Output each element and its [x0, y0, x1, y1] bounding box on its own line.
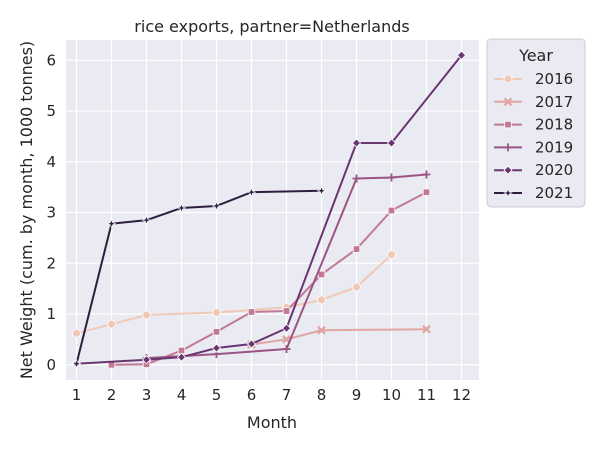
data-point: [211, 343, 222, 353]
series-2020: [71, 50, 467, 369]
data-point: [142, 310, 151, 320]
data-point: [246, 339, 257, 349]
data-point: [317, 295, 326, 305]
y-axis-label: Net Weight (cum. by month, 1000 tonnes): [17, 41, 36, 379]
data-point: [246, 187, 257, 198]
legend-item-2019: 2019: [494, 138, 573, 156]
legend-label: 2021: [535, 184, 573, 202]
data-point: [352, 282, 361, 292]
legend-marker: [504, 120, 512, 129]
x-tick-label: 12: [452, 386, 471, 404]
data-point: [422, 324, 431, 334]
series-line-2017: [251, 328, 427, 346]
y-tick-label: 2: [46, 254, 56, 272]
legend-marker: [503, 188, 513, 198]
legend-marker: [503, 97, 513, 107]
legend-marker: [503, 165, 513, 175]
chart-title: rice exports, partner=Netherlands: [134, 17, 409, 36]
series-2019: [142, 170, 431, 363]
x-tick-label: 6: [247, 386, 257, 404]
legend-item-2018: 2018: [494, 116, 573, 134]
data-point: [107, 319, 116, 329]
data-point: [176, 203, 187, 213]
data-point: [212, 328, 221, 336]
data-point: [351, 138, 362, 148]
x-tick-label: 4: [177, 386, 187, 404]
x-tick-label: 5: [212, 386, 222, 404]
legend: Year 2016 2017 2018 2019 2020 2021: [486, 38, 586, 208]
data-point: [387, 173, 396, 182]
series-line-2019: [146, 173, 427, 360]
legend-label: 2016: [535, 70, 573, 88]
data-point: [317, 325, 326, 335]
data-point: [422, 188, 431, 196]
legend-label: 2018: [535, 116, 573, 134]
x-axis-label: Month: [247, 413, 297, 432]
legend-item-2021: 2021: [494, 184, 573, 202]
data-point: [71, 358, 82, 369]
y-tick-label: 4: [46, 153, 56, 171]
x-tick-label: 7: [282, 386, 292, 404]
data-point: [387, 206, 396, 215]
legend-item-2020: 2020: [494, 161, 573, 179]
x-tick-label: 3: [142, 386, 152, 404]
data-point: [211, 201, 222, 211]
legend-marker: [503, 74, 513, 84]
data-point: [352, 245, 361, 253]
data-point: [456, 50, 467, 60]
data-point: [422, 170, 431, 179]
legend-marker: [504, 143, 512, 152]
x-tick-label: 11: [417, 386, 436, 404]
legend-item-2017: 2017: [494, 93, 573, 111]
legend-item-2016: 2016: [494, 70, 573, 88]
data-point: [141, 355, 152, 365]
data-point: [386, 138, 397, 148]
legend-label: 2019: [535, 138, 573, 156]
data-point: [352, 174, 361, 183]
y-tick-label: 6: [46, 51, 56, 69]
data-point: [176, 352, 187, 362]
data-point: [316, 185, 327, 196]
series-layer: [71, 50, 467, 369]
data-point: [281, 323, 292, 333]
data-point: [317, 270, 326, 279]
y-tick-label: 3: [46, 204, 56, 222]
y-tick-label: 0: [46, 356, 56, 374]
y-tick-label: 5: [46, 102, 56, 120]
x-tick-label: 2: [107, 386, 117, 404]
x-tick-label: 1: [72, 386, 82, 404]
legend-items: 2016 2017 2018 2019 2020 2021: [494, 70, 573, 202]
data-point: [106, 218, 117, 229]
data-point: [141, 215, 152, 225]
data-point: [212, 308, 221, 317]
data-point: [247, 308, 256, 316]
data-point: [72, 328, 81, 338]
legend-title: Year: [518, 46, 553, 65]
legend-label: 2020: [535, 161, 573, 179]
legend-label: 2017: [535, 93, 573, 111]
data-point: [282, 307, 291, 315]
x-ticks: 1 2 3 4 5 6 7 8 9 10 11 12: [72, 386, 471, 404]
x-tick-label: 9: [352, 386, 362, 404]
x-tick-label: 10: [382, 386, 401, 404]
y-ticks: 0 1 2 3 4 5 6: [46, 51, 56, 373]
y-tick-label: 1: [46, 305, 56, 323]
series-2021: [71, 185, 327, 369]
plot-area: [66, 40, 479, 380]
data-point: [387, 250, 396, 260]
data-point: [282, 345, 291, 354]
x-tick-label: 8: [317, 386, 327, 404]
